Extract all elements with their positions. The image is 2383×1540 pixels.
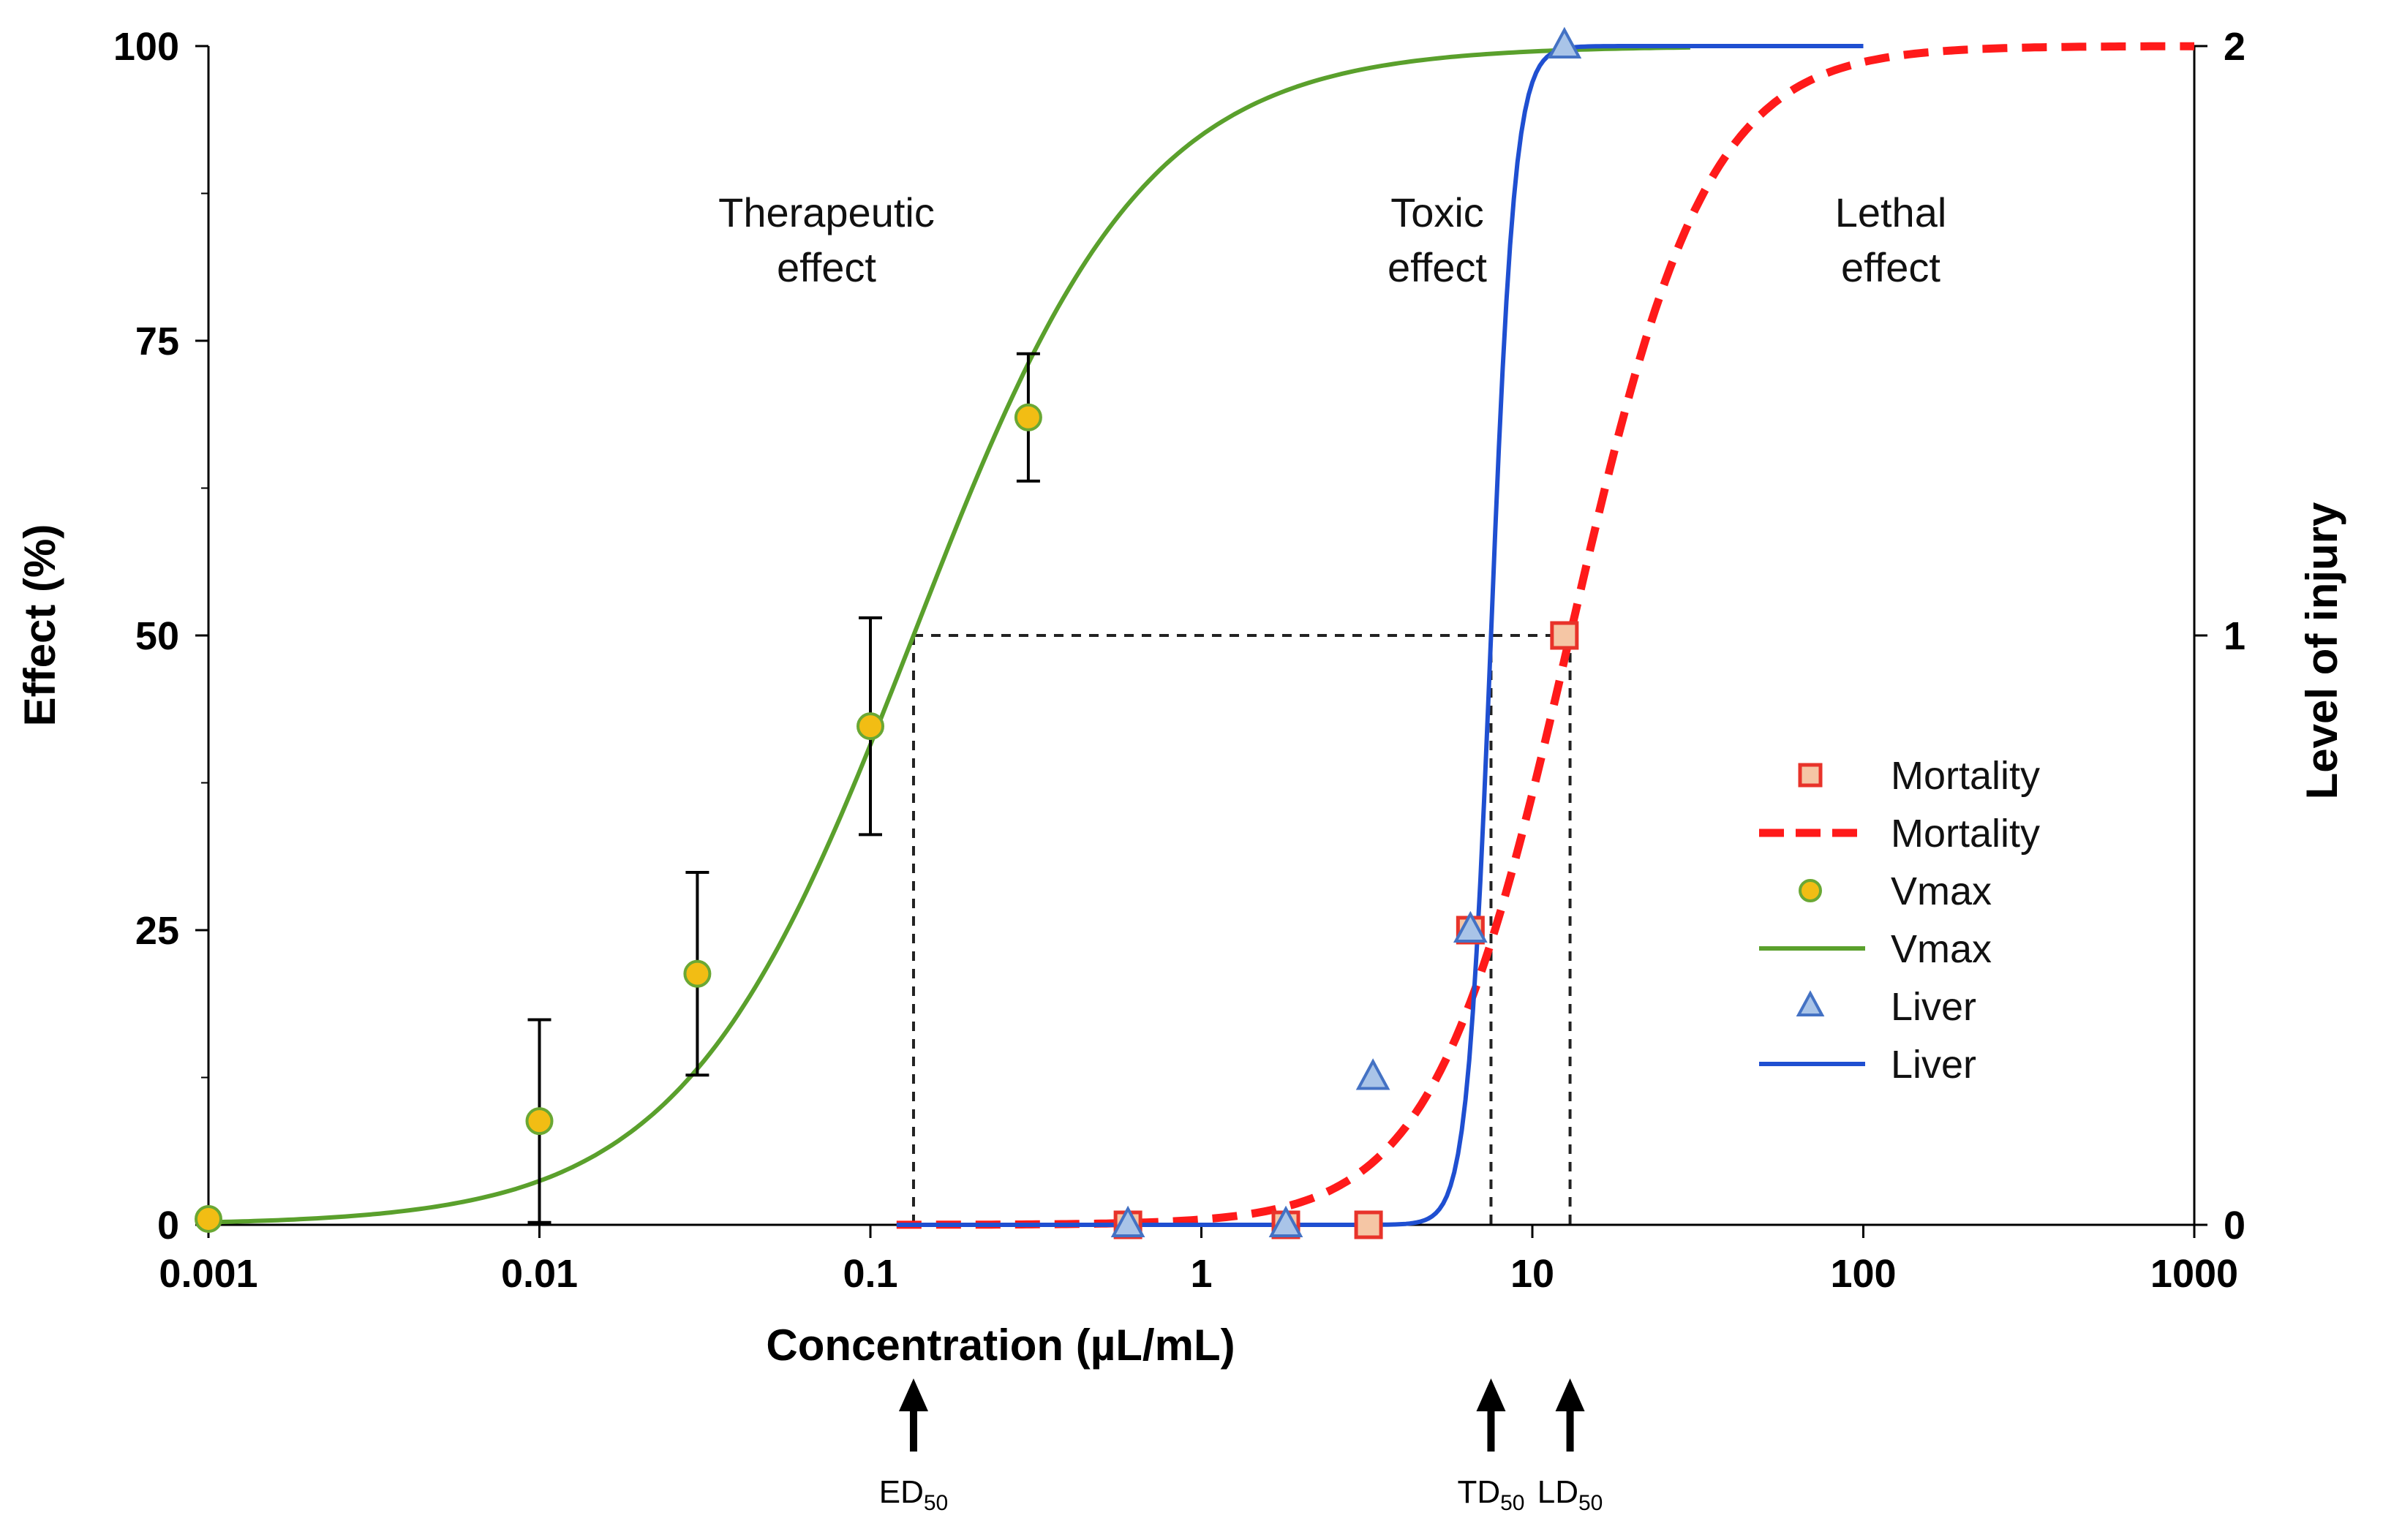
legend-mortality-marker: [1798, 763, 1823, 788]
y-tick-label: 75: [135, 320, 179, 363]
arrow-label-subscript: 50: [1578, 1491, 1603, 1515]
x-tick-label: 100: [1830, 1252, 1896, 1296]
y2-tick-label: 0: [2224, 1204, 2245, 1248]
legend-label: Mortality: [1891, 754, 2040, 798]
legend-label: Liver: [1891, 1043, 1976, 1087]
arrow-label: LD50: [1537, 1474, 1603, 1515]
mortality-point: [1354, 1210, 1383, 1239]
arrow-label: TD50: [1457, 1474, 1524, 1515]
x-axis-title: Concentration (µL/mL): [766, 1321, 1235, 1370]
vmax-point: [683, 959, 712, 988]
legend-liver-marker: [1796, 990, 1825, 1016]
x-tick-label: 10: [1510, 1252, 1554, 1296]
vmax-point: [857, 712, 884, 741]
y2-tick-label: 1: [2224, 614, 2245, 658]
y-axis-title: Effect (%): [15, 524, 64, 727]
y2-axis-title: Level of injury: [2297, 502, 2346, 799]
arrow-label-main: ED: [879, 1474, 924, 1510]
vmax-curve: [208, 45, 1690, 1225]
legend-label: Vmax: [1891, 927, 1992, 971]
arrow-head: [898, 1378, 928, 1411]
legend: Mortality Mortality Vmax Vmax Liver Liver: [1759, 754, 2040, 1087]
x-tick-label: 0.001: [159, 1252, 257, 1296]
arrow-label: ED50: [879, 1474, 949, 1515]
reference-lines: [911, 634, 1572, 1225]
x-tick-label: 0.1: [843, 1252, 897, 1296]
therapeutic-label-line2: effect: [777, 244, 876, 290]
liver-point: [1547, 26, 1582, 58]
vmax-point: [525, 1107, 554, 1136]
y-tick-label: 25: [135, 909, 179, 953]
arrow-label-main: LD: [1537, 1474, 1578, 1510]
threshold-arrows: ED50 TD50 LD50: [879, 1378, 1603, 1515]
mortality-point: [1550, 621, 1579, 650]
arrow-label-subscript: 50: [1500, 1491, 1524, 1515]
vmax-point: [195, 1204, 222, 1233]
x-tick-label: 1: [1190, 1252, 1212, 1296]
y2-tick-label: 2: [2224, 25, 2245, 69]
liver-point: [1355, 1058, 1390, 1090]
legend-label: Vmax: [1891, 869, 1992, 913]
lethal-label-line2: effect: [1841, 244, 1940, 290]
lethal-label-line1: Lethal: [1835, 189, 1947, 235]
arrow-head: [1476, 1378, 1506, 1411]
liver-point: [1110, 1205, 1145, 1237]
arrow-head: [1555, 1378, 1585, 1411]
legend-vmax-marker: [1799, 879, 1822, 902]
arrow-label-subscript: 50: [924, 1491, 948, 1515]
y-tick-label: 50: [135, 614, 179, 658]
arrow-label-main: TD: [1457, 1474, 1500, 1510]
toxic-label-line2: effect: [1388, 244, 1487, 290]
toxic-label-line1: Toxic: [1390, 189, 1484, 235]
x-tick-label: 0.01: [501, 1252, 578, 1296]
data-markers: [195, 26, 1582, 1239]
x-tick-label: 1000: [2150, 1252, 2238, 1296]
vmax-point: [1014, 403, 1042, 431]
legend-label: Mortality: [1891, 812, 2040, 856]
liver-point: [1268, 1205, 1303, 1237]
y-tick-label: 100: [113, 25, 179, 69]
therapeutic-label-line1: Therapeutic: [718, 189, 935, 235]
liver-point: [1453, 910, 1488, 943]
legend-label: Liver: [1891, 985, 1976, 1029]
y-tick-label: 0: [157, 1204, 179, 1248]
